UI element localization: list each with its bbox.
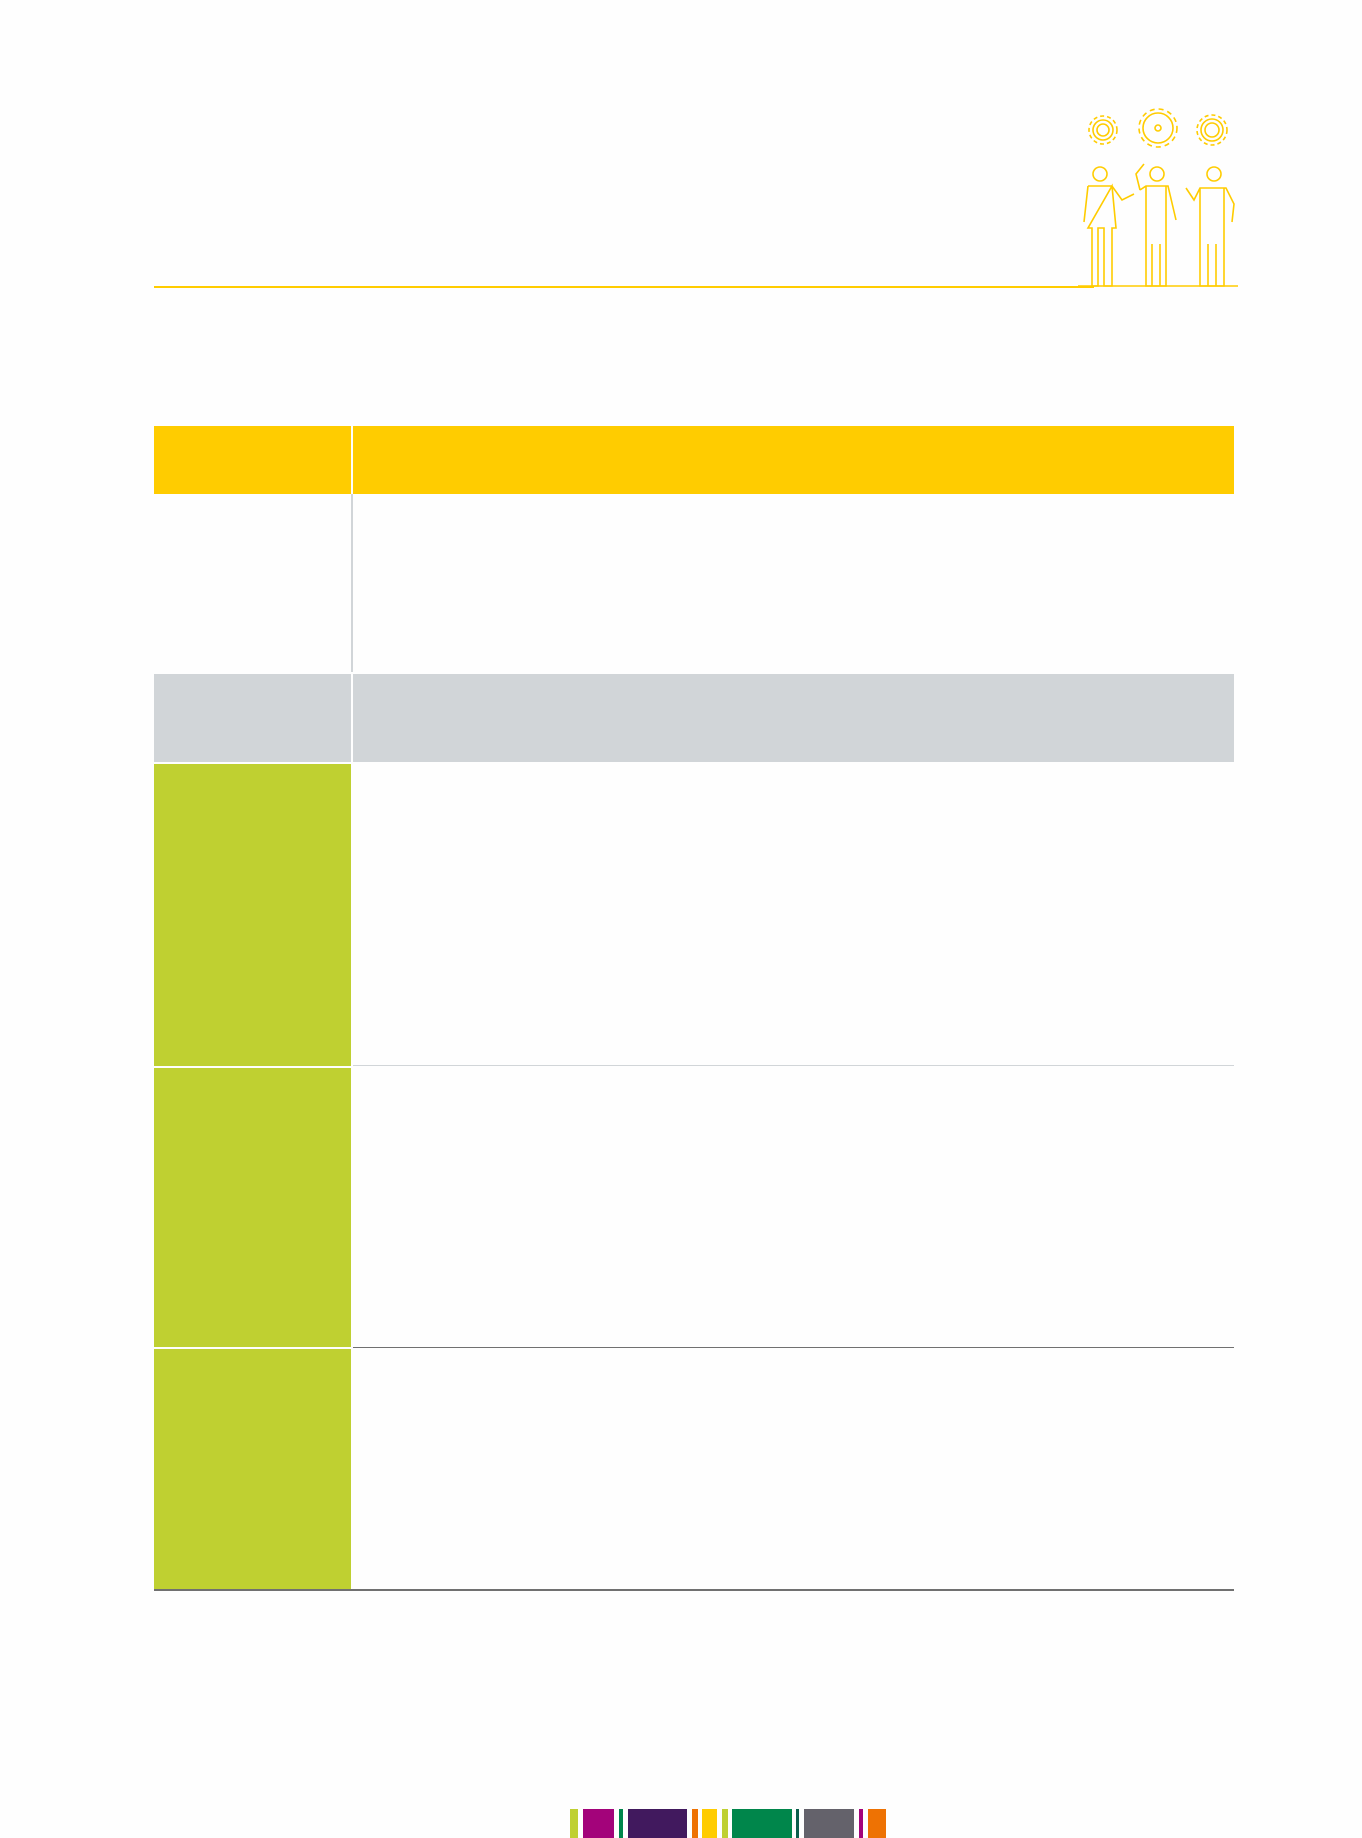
- footer-bar: [796, 1809, 799, 1838]
- row-5-label: [154, 1349, 351, 1589]
- row-4-label: [154, 1068, 351, 1347]
- table-bottom-rule: [154, 1589, 1234, 1591]
- row-2-label: [154, 674, 351, 762]
- footer-bar: [859, 1809, 863, 1838]
- person-icon: [1135, 163, 1177, 287]
- footer-bar: [722, 1809, 728, 1838]
- row-2-content: [353, 674, 1234, 762]
- header-cell-label: [154, 426, 351, 494]
- footer-bar: [583, 1809, 614, 1838]
- person-icon: [1083, 166, 1135, 287]
- footer-bar: [628, 1809, 687, 1838]
- row-1-content: [353, 494, 1234, 672]
- gear-icon: [1138, 108, 1178, 148]
- footer-bar: [619, 1809, 623, 1838]
- gear-icon: [1196, 114, 1228, 146]
- row-1-divider: [351, 494, 353, 672]
- person-icon: [1185, 166, 1235, 287]
- row-1-label: [154, 494, 351, 672]
- footer-bar: [868, 1809, 886, 1838]
- footer-bar: [702, 1809, 717, 1838]
- footer-bar: [732, 1809, 792, 1838]
- row-3-label: [154, 764, 351, 1066]
- team-gears-icon: [1078, 108, 1238, 287]
- footer-bar: [692, 1809, 698, 1838]
- header-rule: [154, 286, 1094, 288]
- row-5-content: [351, 1349, 1234, 1590]
- footer-bar: [570, 1809, 578, 1838]
- header-cell-content: [353, 426, 1234, 494]
- row-3-content: [353, 764, 1234, 1066]
- row-4-content: [353, 1068, 1234, 1348]
- gear-icon: [1088, 115, 1118, 145]
- footer-bar: [804, 1809, 854, 1838]
